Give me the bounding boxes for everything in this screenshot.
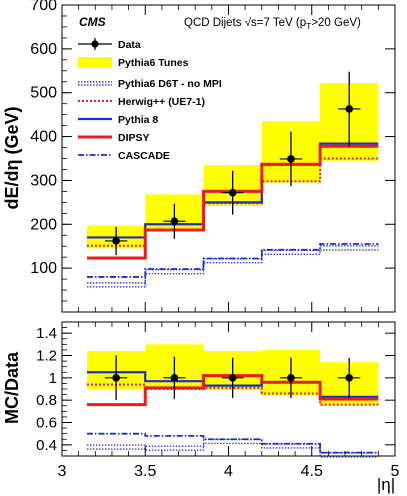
legend-label-data: Data (118, 39, 141, 51)
legend-entry-d6t: Pythia6 D6T - no MPI (78, 78, 222, 90)
experiment-label: CMS (79, 15, 106, 29)
bottom-data-point (170, 374, 179, 382)
bottom-data-point (287, 374, 295, 382)
bottom-series-cascade (86, 432, 379, 454)
top-ytick-label: 600 (30, 41, 57, 58)
legend-entry-pythia8: Pythia 8 (78, 114, 158, 126)
top-panel: 100 200 300 400 500 600 700 dE/dη (GeV) CMS QC… (2, 0, 396, 313)
bottom-ytick-label: 1.2 (36, 348, 57, 365)
legend: Data Pythia6 Tunes Pythia6 D6T - no MPI … (78, 38, 222, 162)
bottom-ytick-label: 0.4 (36, 437, 57, 454)
header-tail: >20 GeV) (311, 17, 361, 29)
bottom-ytick-label: 0.8 (36, 392, 57, 409)
top-data-point (228, 188, 237, 197)
legend-entry-data: Data (78, 38, 141, 51)
bottom-xtick-label: 4 (224, 463, 233, 480)
top-data-point (170, 217, 179, 226)
header-text: QCD Dijets √s=7 TeV (pT>20 GeV) (184, 16, 361, 31)
top-ytick-label: 500 (30, 85, 57, 102)
bottom-data-point (228, 374, 237, 382)
bottom-ylabel: MC/Data (2, 351, 22, 424)
bottom-data-point (345, 374, 354, 382)
legend-data-marker (91, 40, 99, 48)
top-ylabel: dE/dη (GeV) (2, 106, 22, 209)
legend-entry-dipsy: DIPSY (78, 132, 150, 144)
bottom-data-point (112, 374, 120, 382)
top-ytick-label: 200 (30, 216, 57, 233)
bottom-ytick-label: 0.6 (36, 415, 57, 432)
top-data-point (112, 237, 120, 245)
bottom-ticks: 0.4 0.6 0.8 1 1.2 1.4 3 3.5 4 4.5 5 (36, 321, 400, 480)
bottom-xtick-label: 4.5 (301, 463, 323, 480)
top-data-point (345, 105, 354, 113)
header-sub: T (306, 21, 311, 31)
legend-entry-cascade: CASCADE (78, 150, 170, 162)
bottom-xtick-label: 5 (391, 463, 400, 480)
legend-tunes-swatch (78, 57, 112, 68)
legend-label-pythia8: Pythia 8 (118, 114, 158, 126)
legend-label-d6t: Pythia6 D6T - no MPI (118, 78, 222, 90)
legend-entry-tunes: Pythia6 Tunes (78, 57, 189, 69)
top-ytick-label: 100 (30, 260, 57, 277)
bottom-xlabel: |η| (377, 475, 395, 494)
legend-label-herwig: Herwig++ (UE7-1) (118, 96, 205, 108)
legend-entry-herwig: Herwig++ (UE7-1) (78, 96, 205, 108)
legend-label-dipsy: DIPSY (118, 132, 150, 144)
bottom-xtick-label: 3 (58, 463, 67, 480)
top-plot-layer (86, 71, 379, 288)
top-ytick-label: 400 (30, 129, 57, 146)
bottom-panel: 0.4 0.6 0.8 1 1.2 1.4 3 3.5 4 4.5 5 MC/Data |η| (2, 321, 400, 494)
legend-label-cascade: CASCADE (118, 150, 170, 162)
bottom-ytick-label: 1 (49, 370, 57, 387)
top-series-pythia6-d6t-no-mpi-lower (86, 249, 379, 288)
top-data-point (287, 155, 295, 163)
top-ticks: 100 200 300 400 500 600 700 (30, 0, 396, 313)
bottom-xtick-label: 3.5 (134, 463, 156, 480)
top-ytick-label: 700 (30, 0, 57, 14)
top-ytick-label: 300 (30, 172, 57, 189)
header-main: QCD Dijets √s=7 TeV (p (184, 16, 306, 29)
legend-label-tunes: Pythia6 Tunes (118, 57, 189, 69)
bottom-ytick-label: 1.4 (36, 325, 57, 342)
top-series-cascade (86, 243, 379, 278)
